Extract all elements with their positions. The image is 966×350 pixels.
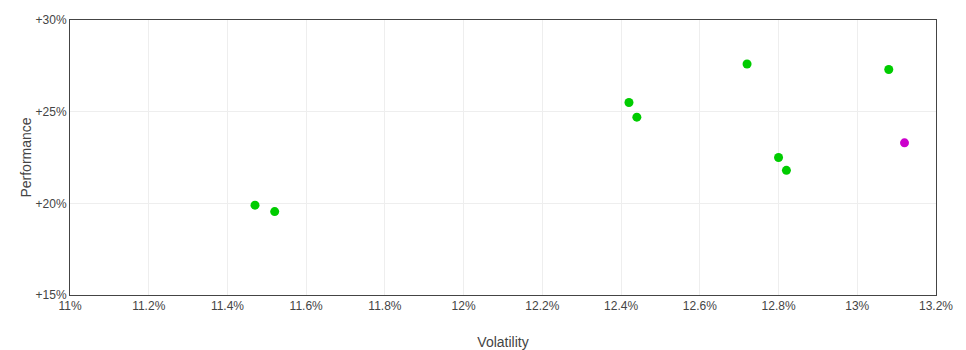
svg-text:Volatility: Volatility — [477, 334, 528, 350]
svg-text:+15%: +15% — [36, 288, 67, 302]
svg-text:11.8%: 11.8% — [368, 299, 401, 313]
svg-text:+20%: +20% — [36, 197, 67, 211]
svg-text:Performance: Performance — [18, 117, 34, 197]
svg-text:11.4%: 11.4% — [211, 299, 244, 313]
svg-text:+25%: +25% — [36, 105, 67, 119]
svg-text:+30%: +30% — [36, 13, 67, 27]
svg-text:13.2%: 13.2% — [919, 299, 953, 313]
svg-text:11.6%: 11.6% — [290, 299, 323, 313]
svg-text:13%: 13% — [845, 299, 869, 313]
svg-text:11%: 11% — [58, 299, 81, 313]
svg-text:12.8%: 12.8% — [762, 299, 796, 313]
svg-text:12%: 12% — [452, 299, 476, 313]
svg-text:11.2%: 11.2% — [132, 299, 165, 313]
svg-text:12.6%: 12.6% — [683, 299, 717, 313]
svg-text:12.2%: 12.2% — [525, 299, 559, 313]
svg-text:12.4%: 12.4% — [604, 299, 638, 313]
